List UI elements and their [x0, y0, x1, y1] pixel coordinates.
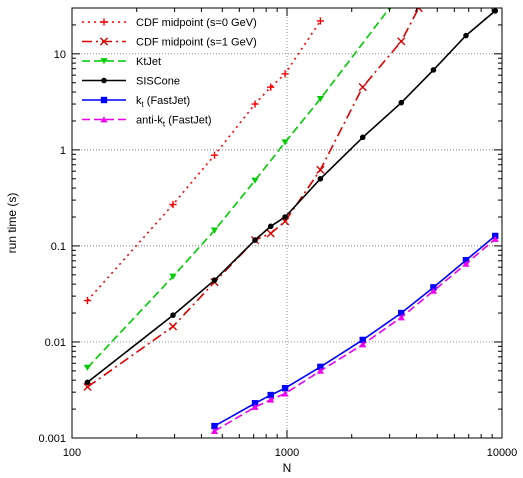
- data-point: [317, 363, 324, 371]
- y-axis-label: run time (s): [5, 193, 19, 254]
- legend-entry: anti-kt (FastJet): [82, 115, 212, 129]
- data-point: [83, 296, 92, 305]
- series-4: [84, 8, 499, 386]
- x-tick-label: 1000: [275, 447, 299, 459]
- data-point: [267, 396, 275, 403]
- legend-marker: [100, 116, 108, 123]
- data-point: [492, 8, 499, 14]
- legend-marker: [100, 58, 108, 65]
- x-tick-label: 100: [63, 447, 81, 459]
- data-point: [282, 214, 288, 220]
- data-point: [317, 175, 324, 182]
- data-point: [210, 427, 219, 434]
- data-point: [398, 309, 405, 317]
- data-point: [398, 99, 405, 106]
- y-tick-label: 1: [60, 145, 66, 157]
- legend-marker: [100, 18, 108, 26]
- y-tick-label: 0.001: [38, 433, 66, 445]
- legend-label: anti-kt (FastJet): [136, 115, 212, 129]
- data-point: [316, 95, 324, 103]
- series-line: [87, 10, 496, 383]
- x-tick-label: 10000: [487, 447, 518, 459]
- data-point: [252, 237, 258, 243]
- data-point: [430, 67, 437, 73]
- x-axis-label: N: [283, 461, 292, 475]
- data-point: [251, 177, 259, 184]
- data-point: [316, 367, 324, 374]
- data-point: [210, 227, 219, 234]
- data-point: [359, 341, 367, 348]
- data-point: [83, 382, 92, 392]
- data-point: [462, 260, 470, 267]
- data-point: [281, 70, 289, 78]
- legend-marker: [99, 37, 109, 46]
- legend-label: CDF midpoint (s=1 GeV): [136, 37, 257, 49]
- data-point: [316, 165, 325, 174]
- legend-label: KtJet: [136, 56, 161, 68]
- legend-entry: CDF midpoint (s=0 GeV): [82, 17, 257, 29]
- plot-frame: [71, 7, 503, 439]
- data-point: [281, 384, 289, 392]
- data-point: [429, 287, 438, 294]
- legend: CDF midpoint (s=0 GeV) CDF midpoint (s=1 …: [82, 17, 257, 129]
- legend-marker: [100, 96, 108, 104]
- data-point: [83, 364, 92, 371]
- data-point: [359, 134, 366, 141]
- data-point: [210, 151, 219, 159]
- data-point: [211, 422, 218, 430]
- data-point: [462, 256, 470, 264]
- series-5: [211, 232, 499, 430]
- legend-entry: KtJet: [82, 56, 161, 68]
- series-3: [83, 8, 392, 371]
- data-point: [430, 284, 437, 291]
- data-point: [169, 200, 177, 209]
- tick-labels: 100 1000 10000 0.001 0.01 0.1 1 10: [38, 49, 517, 459]
- series-1: [83, 17, 324, 305]
- data-point: [266, 229, 275, 238]
- y-tick-label: 0.01: [45, 337, 66, 349]
- data-point: [251, 100, 259, 108]
- legend-entry: CDF midpoint (s=1 GeV): [82, 37, 257, 49]
- legend-marker: [101, 77, 107, 84]
- data-point: [358, 83, 367, 92]
- series-2: [83, 8, 423, 392]
- data-point: [397, 314, 405, 321]
- data-point: [251, 400, 259, 407]
- legend-entry: SISCone: [82, 76, 180, 88]
- series-line: [214, 238, 496, 432]
- data-point: [251, 403, 259, 410]
- y-tick-label: 10: [54, 49, 66, 61]
- y-tick-label: 0.1: [51, 241, 66, 253]
- data-point: [267, 223, 274, 230]
- data-point: [211, 277, 218, 283]
- data-point: [359, 336, 366, 344]
- data-point: [267, 391, 274, 399]
- data-point: [169, 273, 177, 280]
- data-point: [168, 322, 178, 331]
- data-point: [267, 83, 275, 91]
- data-point: [397, 37, 406, 46]
- legend-label: kt (FastJet): [136, 95, 190, 109]
- series-line: [86, 20, 322, 302]
- series-line: [86, 8, 391, 369]
- data-point: [84, 379, 91, 386]
- data-point: [316, 17, 324, 25]
- data-point: [170, 312, 176, 318]
- data-point: [281, 139, 289, 146]
- series-6: [210, 235, 499, 434]
- legend-label: CDF midpoint (s=0 GeV): [136, 17, 257, 29]
- data-point: [463, 32, 469, 39]
- series-line: [87, 8, 420, 388]
- legend-entry: kt (FastJet): [82, 95, 190, 109]
- data-point: [491, 235, 499, 242]
- series-layer: [83, 8, 499, 434]
- series-line: [214, 235, 496, 427]
- data-point: [281, 390, 289, 397]
- legend-label: SISCone: [136, 76, 180, 88]
